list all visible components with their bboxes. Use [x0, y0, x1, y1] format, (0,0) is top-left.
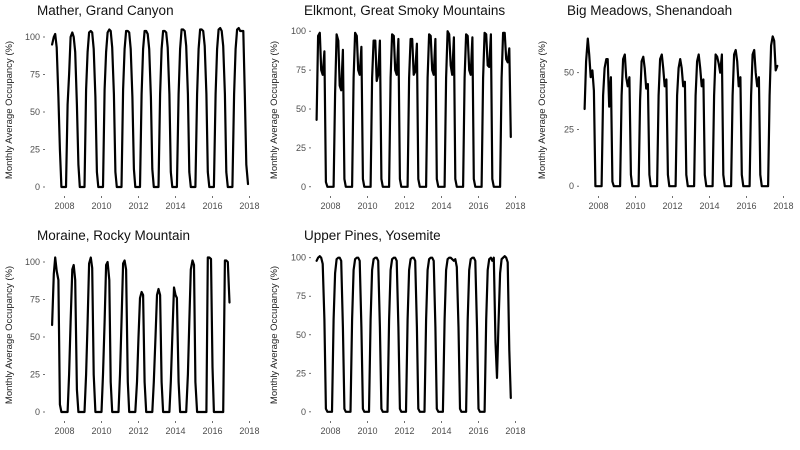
y-tick-label: 25	[296, 143, 306, 153]
y-tick-label: 75	[30, 70, 40, 80]
y-tick-label: 0	[301, 407, 306, 417]
tick-marks	[309, 30, 516, 198]
y-tick-label: 0	[569, 181, 574, 191]
x-tick-label: 2018	[505, 201, 525, 211]
y-axis-label: Monthly Average Occupancy (%)	[4, 41, 15, 179]
x-tick-label: 2008	[320, 201, 340, 211]
x-tick-labels: 2008 2010 2012 2014 2016 2018	[588, 201, 793, 211]
x-tick-labels: 2008 2010 2012 2014 2016 2018	[54, 426, 259, 436]
x-tick-label: 2010	[91, 201, 111, 211]
series-line	[51, 26, 250, 189]
x-tick-label: 2012	[128, 426, 148, 436]
y-tick-label: 100	[291, 253, 306, 263]
y-tick-labels: 0 25 50 75 100	[25, 257, 40, 417]
panel-upper-pines-yosemite: Upper Pines, Yosemite Monthly Average Oc…	[269, 228, 525, 436]
x-tick-label: 2008	[54, 426, 74, 436]
panel-mather-grand-canyon: Mather, Grand Canyon Monthly Average Occ…	[4, 3, 259, 211]
tick-marks	[43, 36, 250, 198]
x-tick-label: 2018	[773, 201, 793, 211]
y-tick-label: 25	[296, 368, 306, 378]
y-tick-label: 75	[30, 295, 40, 305]
y-tick-labels: 0 25 50 75 100	[291, 26, 306, 192]
y-tick-labels: 0 25 50 75 100	[291, 253, 306, 417]
x-tick-label: 2014	[165, 201, 185, 211]
x-tick-label: 2010	[357, 201, 377, 211]
y-axis-label: Monthly Average Occupancy (%)	[269, 41, 280, 179]
x-tick-label: 2018	[505, 426, 525, 436]
tick-marks	[577, 72, 784, 198]
y-tick-label: 75	[296, 291, 306, 301]
panel-elkmont-great-smoky-mountains: Elkmont, Great Smoky Mountains Monthly A…	[269, 3, 525, 211]
panel-moraine-rocky-mountain: Moraine, Rocky Mountain Monthly Average …	[4, 228, 259, 436]
x-tick-label: 2016	[202, 201, 222, 211]
panel-title: Elkmont, Great Smoky Mountains	[304, 3, 505, 18]
y-axis-label: Monthly Average Occupancy (%)	[269, 266, 280, 404]
x-tick-label: 2010	[625, 201, 645, 211]
x-tick-labels: 2008 2010 2012 2014 2016 2018	[320, 201, 525, 211]
x-tick-label: 2012	[662, 201, 682, 211]
y-tick-label: 100	[291, 26, 306, 36]
x-tick-labels: 2008 2010 2012 2014 2016 2018	[54, 201, 259, 211]
y-tick-label: 25	[30, 145, 40, 155]
x-tick-label: 2010	[357, 426, 377, 436]
y-tick-labels: 0 25 50	[564, 68, 574, 192]
y-tick-label: 0	[35, 407, 40, 417]
x-tick-label: 2016	[202, 426, 222, 436]
panel-title: Big Meadows, Shenandoah	[567, 3, 732, 18]
x-tick-label: 2014	[165, 426, 185, 436]
x-tick-label: 2014	[431, 201, 451, 211]
y-axis-label: Monthly Average Occupancy (%)	[4, 266, 15, 404]
y-tick-label: 75	[296, 65, 306, 75]
y-tick-label: 0	[301, 182, 306, 192]
x-tick-label: 2012	[394, 201, 414, 211]
x-tick-label: 2016	[468, 426, 488, 436]
y-axis-label: Monthly Average Occupancy (%)	[537, 41, 548, 179]
y-tick-label: 50	[296, 104, 306, 114]
x-tick-label: 2008	[588, 201, 608, 211]
tick-marks	[43, 261, 250, 423]
x-tick-label: 2018	[239, 426, 259, 436]
x-tick-label: 2008	[54, 201, 74, 211]
x-tick-label: 2008	[320, 426, 340, 436]
x-tick-label: 2012	[128, 201, 148, 211]
y-tick-label: 50	[564, 68, 574, 78]
x-tick-label: 2016	[468, 201, 488, 211]
x-tick-label: 2014	[699, 201, 719, 211]
x-tick-label: 2012	[394, 426, 414, 436]
panel-title: Upper Pines, Yosemite	[304, 228, 441, 243]
y-tick-label: 50	[296, 330, 306, 340]
x-tick-labels: 2008 2010 2012 2014 2016 2018	[320, 426, 525, 436]
panel-big-meadows-shenandoah: Big Meadows, Shenandoah Monthly Average …	[537, 3, 793, 211]
series-line	[315, 30, 512, 188]
y-tick-label: 0	[35, 182, 40, 192]
y-tick-label: 50	[30, 332, 40, 342]
y-tick-label: 100	[25, 32, 40, 42]
x-tick-label: 2010	[91, 426, 111, 436]
panel-title: Moraine, Rocky Mountain	[37, 228, 190, 243]
x-tick-label: 2014	[431, 426, 451, 436]
series-line	[583, 35, 779, 188]
y-tick-label: 50	[30, 107, 40, 117]
series-line	[51, 256, 231, 414]
x-tick-label: 2018	[239, 201, 259, 211]
y-tick-label: 25	[30, 370, 40, 380]
x-tick-label: 2016	[736, 201, 756, 211]
y-tick-label: 100	[25, 257, 40, 267]
panel-title: Mather, Grand Canyon	[37, 3, 174, 18]
series-line	[315, 255, 512, 413]
y-tick-labels: 0 25 50 75 100	[25, 32, 40, 192]
y-tick-label: 25	[564, 124, 574, 134]
tick-marks	[309, 257, 516, 423]
